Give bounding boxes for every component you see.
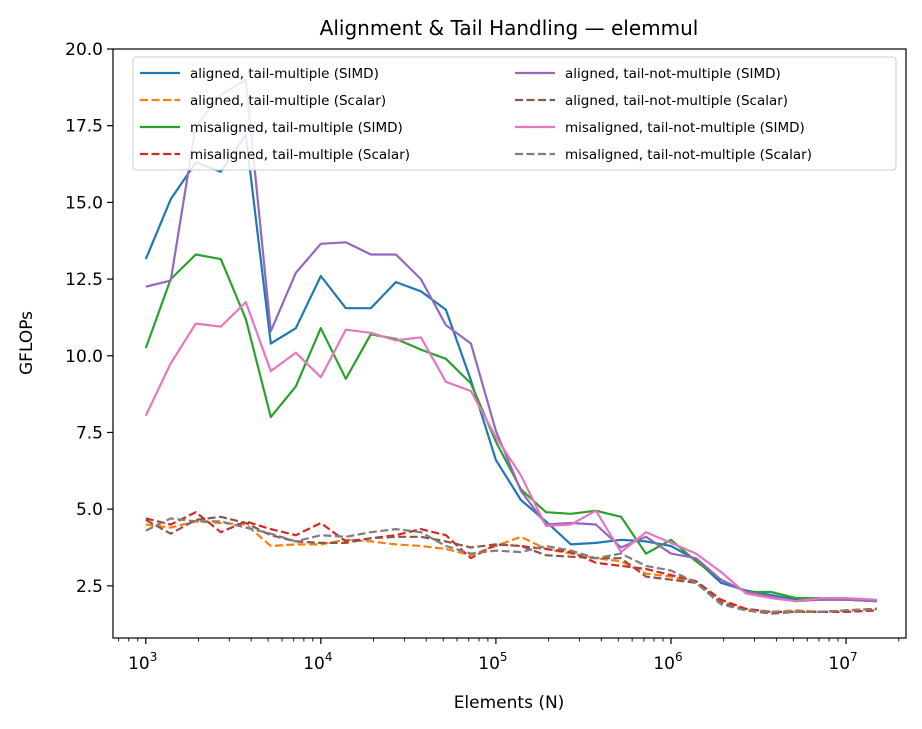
x-axis: 103 104 105 106 107 — [118, 638, 900, 674]
y-tick-label: 7.5 — [76, 423, 103, 443]
legend-label: aligned, tail-not-multiple (Scalar) — [565, 93, 788, 109]
legend-label: aligned, tail-not-multiple (SIMD) — [565, 66, 781, 82]
series-line-2 — [145, 520, 877, 614]
chart-title: Alignment & Tail Handling — elemmul — [320, 16, 699, 40]
legend-frame — [132, 56, 897, 171]
y-axis-label: GFLOPs — [17, 311, 37, 375]
x-axis-label: Elements (N) — [454, 693, 565, 713]
series-lines — [144, 78, 877, 615]
legend: aligned, tail-multiple (SIMD) aligned, ta… — [132, 56, 897, 171]
series-line-8 — [145, 517, 877, 614]
y-tick-label: 15.0 — [65, 193, 103, 213]
legend-label: misaligned, tail-not-multiple (SIMD) — [565, 120, 805, 136]
legend-label: misaligned, tail-not-multiple (Scalar) — [565, 147, 812, 163]
y-tick-label: 12.5 — [65, 270, 103, 290]
series-line-6 — [145, 515, 877, 615]
y-tick-label: 5.0 — [76, 500, 103, 520]
series-line-1 — [144, 133, 877, 603]
plot-frame — [112, 48, 907, 639]
y-tick-label: 20.0 — [65, 40, 103, 60]
x-tick-label: 104 — [303, 650, 332, 674]
y-tick-label: 17.5 — [65, 117, 103, 137]
y-tick-label: 2.5 — [76, 577, 103, 597]
legend-label: aligned, tail-multiple (SIMD) — [190, 66, 379, 82]
x-tick-label: 106 — [653, 650, 682, 674]
x-tick-label: 105 — [478, 650, 507, 674]
x-tick-label: 103 — [128, 650, 157, 674]
y-axis: 2.5 5.0 7.5 10.0 12.5 15.0 17.5 20.0 — [65, 40, 113, 597]
series-line-7 — [144, 301, 877, 603]
legend-label: misaligned, tail-multiple (SIMD) — [190, 120, 403, 136]
legend-label: misaligned, tail-multiple (Scalar) — [190, 147, 410, 163]
series-line-5 — [145, 78, 877, 603]
y-tick-label: 10.0 — [65, 347, 103, 367]
x-tick-label: 107 — [828, 650, 857, 674]
series-line-3 — [144, 253, 877, 603]
legend-label: aligned, tail-multiple (Scalar) — [190, 93, 386, 109]
